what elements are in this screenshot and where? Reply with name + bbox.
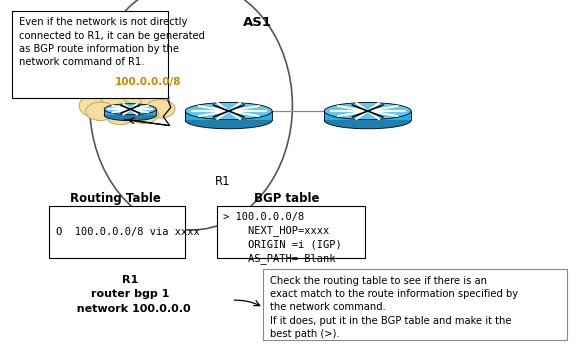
Polygon shape (324, 111, 411, 120)
Text: Check the routing table to see if there is an
exact match to the route informati: Check the routing table to see if there … (270, 276, 519, 339)
Ellipse shape (324, 103, 411, 119)
Circle shape (79, 93, 119, 118)
Text: AS1: AS1 (243, 16, 272, 29)
Text: Routing Table: Routing Table (71, 192, 161, 205)
FancyBboxPatch shape (49, 206, 185, 258)
Bar (324, 111, 411, 120)
Text: > 100.0.0.0/8
    NEXT_HOP=xxxx
    ORIGIN =i (IGP)
    AS_PATH= Blank: > 100.0.0.0/8 NEXT_HOP=xxxx ORIGIN =i (I… (223, 212, 342, 264)
Text: router bgp 1: router bgp 1 (91, 289, 170, 299)
Circle shape (106, 106, 135, 124)
Text: BGP table: BGP table (254, 192, 320, 205)
Polygon shape (104, 109, 156, 115)
Ellipse shape (324, 112, 411, 129)
Circle shape (86, 102, 115, 120)
Circle shape (101, 84, 138, 108)
Bar (185, 111, 272, 120)
Text: R1: R1 (215, 175, 230, 189)
FancyBboxPatch shape (12, 11, 168, 98)
Text: 100.0.0.0/8: 100.0.0.0/8 (115, 77, 181, 87)
FancyBboxPatch shape (217, 206, 365, 258)
Circle shape (129, 105, 159, 123)
Text: R1: R1 (122, 275, 138, 285)
Polygon shape (185, 111, 272, 120)
Ellipse shape (104, 104, 156, 115)
Ellipse shape (185, 103, 272, 119)
Circle shape (122, 84, 156, 105)
Text: network 100.0.0.0: network 100.0.0.0 (69, 304, 191, 314)
Circle shape (146, 100, 175, 118)
FancyBboxPatch shape (263, 269, 567, 340)
Ellipse shape (185, 112, 272, 129)
Circle shape (140, 90, 170, 109)
Bar (104, 109, 156, 115)
Text: O  100.0.0.0/8 via xxxx: O 100.0.0.0/8 via xxxx (56, 227, 200, 237)
Text: Even if the network is not directly
connected to R1, it can be generated
as BGP : Even if the network is not directly conn… (19, 17, 204, 67)
Ellipse shape (104, 110, 156, 121)
